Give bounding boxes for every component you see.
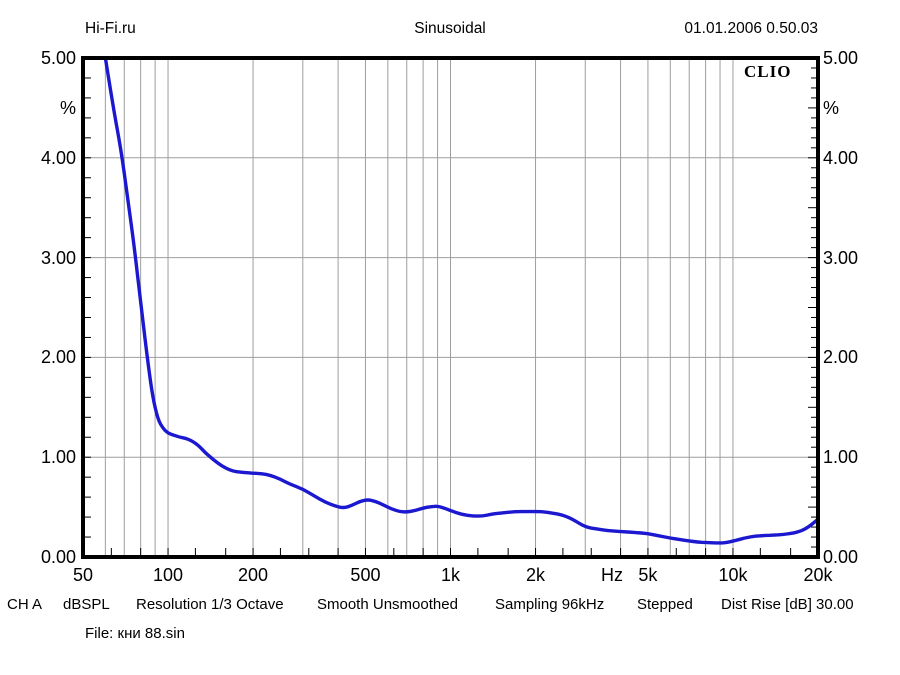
dist-rise-label: Dist Rise [dB] 30.00 — [721, 596, 854, 613]
y-axis-label-left: 2.00 — [40, 347, 76, 368]
y-axis-label-left: 4.00 — [40, 147, 76, 168]
sampling-label: Sampling 96kHz — [495, 596, 605, 613]
x-axis-label: 50 — [72, 565, 94, 585]
header-site-label: Hi-Fi.ru — [85, 20, 136, 37]
x-axis-label: 5k — [638, 565, 658, 585]
y-axis-unit-left: % — [59, 98, 76, 118]
header-datetime: 01.01.2006 0.50.03 — [684, 20, 818, 37]
y-axis-label-right: 5.00 — [823, 48, 859, 68]
level-unit-label: dBSPL — [63, 596, 110, 613]
measurement-title: Sinusoidal — [414, 20, 486, 37]
x-axis-label: 500 — [350, 565, 381, 585]
y-axis-label-right: 4.00 — [823, 147, 859, 168]
distortion-curve — [103, 60, 816, 545]
resolution-label: Resolution 1/3 Octave — [136, 596, 284, 613]
x-axis-label: 1k — [440, 565, 461, 585]
y-axis-label-left: 0.00 — [40, 547, 76, 567]
channel-label: CH A — [7, 596, 43, 613]
y-axis-unit-right: % — [823, 98, 840, 118]
x-axis-label: 10k — [718, 565, 748, 585]
x-axis-label: 200 — [238, 565, 269, 585]
x-axis-label: 100 — [153, 565, 184, 585]
sweep-mode-label: Stepped — [637, 596, 693, 613]
x-axis-unit: Hz — [601, 565, 623, 585]
x-axis-label: 20k — [803, 565, 833, 585]
y-axis-label-right: 3.00 — [823, 247, 859, 268]
y-axis-label-right: 0.00 — [823, 547, 859, 567]
y-axis-label-left: 1.00 — [40, 447, 76, 468]
clio-logo: CLIO — [744, 62, 792, 81]
y-axis-label-right: 2.00 — [823, 347, 859, 368]
plot-border — [81, 56, 820, 559]
y-axis-label-left: 3.00 — [40, 247, 76, 268]
smoothing-label: Smooth Unsmoothed — [317, 596, 458, 613]
file-name-label: File: кни 88.sin — [85, 625, 185, 642]
x-axis-label: 2k — [526, 565, 546, 585]
y-axis-label-left: 5.00 — [40, 48, 76, 68]
y-axis-label-right: 1.00 — [823, 447, 859, 468]
